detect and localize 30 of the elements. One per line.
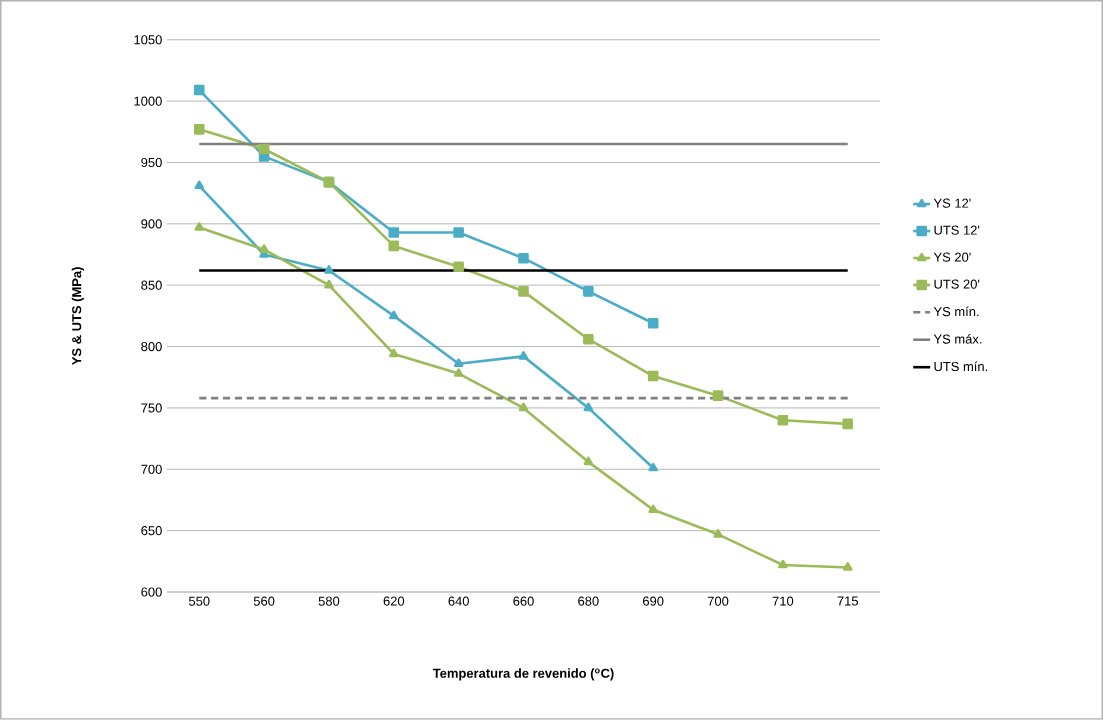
x-tick-label: 710: [772, 596, 794, 606]
legend-label: UTS 12': [934, 225, 980, 235]
y-tick-label: 1050: [134, 35, 162, 45]
x-tick-label: 715: [837, 596, 858, 606]
x-tick-label: 580: [318, 596, 340, 606]
legend-label: YS mín.: [933, 306, 979, 317]
y-tick-label: 700: [141, 464, 162, 474]
x-tick-label: 550: [188, 596, 210, 606]
x-tick-label: 680: [578, 596, 599, 606]
y-tick-label: 650: [141, 526, 162, 536]
y-tick-label: 950: [141, 157, 162, 168]
y-tick-label: 1000: [134, 96, 162, 106]
y-tick-label: 850: [141, 280, 162, 290]
x-tick-label: 560: [253, 596, 275, 606]
y-tick-label: 800: [141, 342, 162, 352]
legend-label: UTS 20': [934, 279, 980, 289]
legend-label: UTS mín.: [934, 361, 988, 372]
legend-label: YS máx.: [933, 334, 982, 344]
legend-label: YS 20': [933, 252, 971, 262]
y-tick-label: 750: [141, 403, 162, 413]
x-axis-title: Temperatura de revenido ($^{o}$C): [432, 668, 614, 681]
y-tick-label: 900: [141, 219, 162, 229]
y-axis-title: YS & UTS (MPa): [71, 267, 84, 366]
legend-label: YS 12': [933, 198, 971, 208]
x-tick-label: 640: [448, 596, 469, 606]
x-tick-label: 700: [707, 596, 729, 606]
x-tick-label: 690: [643, 596, 664, 606]
y-tick-label: 600: [141, 587, 162, 597]
x-tick-label: 660: [513, 596, 534, 606]
x-tick-label: 620: [383, 596, 405, 606]
